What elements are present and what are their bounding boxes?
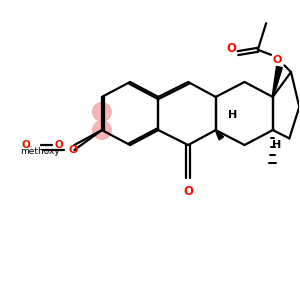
Text: O: O [272, 55, 281, 65]
Text: O: O [54, 140, 63, 150]
Polygon shape [272, 66, 282, 97]
Text: H: H [272, 140, 281, 150]
Text: methoxy: methoxy [40, 149, 46, 150]
Text: O: O [22, 140, 31, 150]
Text: O: O [226, 42, 236, 55]
Text: H: H [228, 110, 237, 120]
Text: O: O [183, 185, 193, 198]
Polygon shape [215, 130, 223, 140]
Text: methoxy: methoxy [27, 146, 33, 147]
Circle shape [93, 121, 111, 140]
Text: methoxy: methoxy [21, 147, 60, 156]
Circle shape [93, 103, 111, 121]
Text: O: O [68, 145, 77, 155]
